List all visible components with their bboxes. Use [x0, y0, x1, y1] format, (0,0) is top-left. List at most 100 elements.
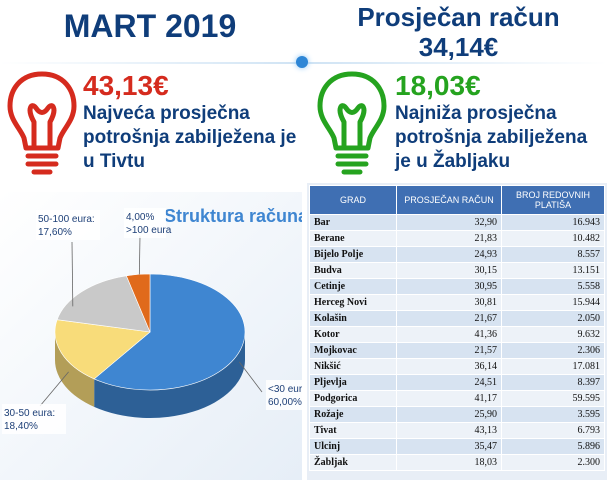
table-row: Mojkovac 21,57 2.306: [309, 342, 605, 359]
average-bill-cell: 21,57: [396, 342, 502, 359]
city-table: GRAD PROSJEČAN RAČUN BROJ REDOVNIH PLATI…: [309, 185, 605, 471]
table-row: Herceg Novi 30,81 15.944: [309, 294, 605, 311]
slice-label: 4,00%: [126, 212, 154, 223]
highest-description: Najveća prosječna potrošnja zabilježena …: [83, 103, 297, 172]
average-bill-cell: 35,47: [396, 438, 502, 455]
table-row: Podgorica 41,17 59.595: [309, 390, 605, 407]
average-bill-cell: 24,51: [396, 374, 502, 391]
regular-payers-cell: 59.595: [501, 390, 605, 407]
average-bill-cell: 30,15: [396, 262, 502, 279]
average-bill-cell: 25,90: [396, 406, 502, 423]
average-bill-cell: 18,03: [396, 454, 502, 471]
lowest-amount: 18,03€: [395, 70, 481, 101]
pie-slice: [125, 273, 151, 333]
table-row: Bar 32,90 16.943: [309, 214, 605, 231]
regular-payers-cell: 2.300: [501, 454, 605, 471]
regular-payers-cell: 9.632: [501, 326, 605, 343]
pie-slice: [54, 319, 151, 380]
regular-payers-cell: 13.151: [501, 262, 605, 279]
city-cell: Rožaje: [309, 406, 397, 423]
table-row: Cetinje 30,95 5.558: [309, 278, 605, 295]
slice-value-label: 17,60%: [38, 227, 72, 238]
city-cell: Ulcinj: [309, 438, 397, 455]
highest-amount: 43,13€: [83, 70, 169, 101]
average-bill-cell: 30,81: [396, 294, 502, 311]
average-bill-cell: 41,36: [396, 326, 502, 343]
average-bill-heading: Prosječan račun 34,14€: [310, 2, 607, 62]
regular-payers-cell: 10.482: [501, 230, 605, 247]
table-row: Žabljak 18,03 2.300: [309, 454, 605, 471]
pie-slice: [93, 273, 246, 391]
average-bill-cell: 32,90: [396, 214, 502, 231]
city-cell: Nikšić: [309, 358, 397, 375]
average-bill-cell: 36,14: [396, 358, 502, 375]
table-row: Kolašin 21,67 2.050: [309, 310, 605, 327]
divider-dot-icon: [296, 56, 308, 68]
table-row: Bijelo Polje 24,93 8.557: [309, 246, 605, 263]
month-title: MART 2019: [63, 8, 237, 44]
table-row: Kotor 41,36 9.632: [309, 326, 605, 343]
average-bill-cell: 24,93: [396, 246, 502, 263]
label-box: [124, 208, 166, 238]
slice-label: <30 eura:: [268, 384, 302, 395]
pie-slice-side: [55, 332, 95, 407]
average-bill-value: 34,14€: [418, 32, 499, 62]
city-cell: Berane: [309, 230, 397, 247]
table-row: Nikšić 36,14 17.081: [309, 358, 605, 375]
col-header-average-bill: PROSJEČAN RAČUN: [396, 185, 502, 215]
lowest-description: Najniža prosječna potrošnja zabilježena …: [395, 103, 588, 172]
regular-payers-cell: 2.306: [501, 342, 605, 359]
slice-label: 50-100 eura:: [38, 214, 95, 225]
regular-payers-cell: 17.081: [501, 358, 605, 375]
regular-payers-cell: 16.943: [501, 214, 605, 231]
city-cell: Tivat: [309, 422, 397, 439]
chart-title: Struktura računa: [164, 206, 302, 226]
city-cell: Cetinje: [309, 278, 397, 295]
city-cell: Mojkovac: [309, 342, 397, 359]
city-cell: Herceg Novi: [309, 294, 397, 311]
regular-payers-cell: 3.595: [501, 406, 605, 423]
regular-payers-cell: 2.050: [501, 310, 605, 327]
average-bill-cell: 43,13: [396, 422, 502, 439]
regular-payers-cell: 8.397: [501, 374, 605, 391]
regular-payers-cell: 5.896: [501, 438, 605, 455]
city-cell: Podgorica: [309, 390, 397, 407]
regular-payers-cell: 8.557: [501, 246, 605, 263]
regular-payers-cell: 15.944: [501, 294, 605, 311]
regular-payers-cell: 5.558: [501, 278, 605, 295]
slice-label: 30-50 eura:: [4, 408, 55, 419]
city-cell: Kotor: [309, 326, 397, 343]
leader-line: [39, 371, 69, 407]
pie-chart-panel: Struktura računa <30 eura: 60,00% 30-50 eu…: [0, 192, 330, 480]
table-row: Budva 30,15 13.151: [309, 262, 605, 279]
pie-slice: [56, 275, 151, 333]
leader-line: [71, 241, 74, 307]
average-bill-cell: 41,17: [396, 390, 502, 407]
table-row: Ulcinj 35,47 5.896: [309, 438, 605, 455]
average-bill-cell: 21,83: [396, 230, 502, 247]
table-row: Rožaje 25,90 3.595: [309, 406, 605, 423]
green-lightbulb-icon: [316, 68, 388, 180]
city-table-panel: GRAD PROSJEČAN RAČUN BROJ REDOVNIH PLATI…: [307, 183, 607, 480]
slice-value-label: 60,00%: [268, 397, 302, 408]
city-cell: Bijelo Polje: [309, 246, 397, 263]
col-header-city: GRAD: [309, 185, 397, 215]
regular-payers-cell: 6.793: [501, 422, 605, 439]
leader-line: [238, 361, 263, 393]
table-row: Tivat 43,13 6.793: [309, 422, 605, 439]
city-cell: Bar: [309, 214, 397, 231]
label-box: [2, 404, 66, 434]
city-cell: Kolašin: [309, 310, 397, 327]
average-bill-cell: 30,95: [396, 278, 502, 295]
slice-value-label: >100 eura: [126, 225, 172, 236]
pie-chart: Struktura računa <30 eura: 60,00% 30-50 eu…: [0, 192, 330, 480]
slice-value-label: 18,40%: [4, 421, 38, 432]
col-header-regular-payers: BROJ REDOVNIH PLATIŠA: [501, 185, 605, 215]
red-lightbulb-icon: [6, 68, 78, 180]
city-cell: Pljevlja: [309, 374, 397, 391]
pie-slice-side: [94, 332, 245, 418]
table-row: Pljevlja 24,51 8.397: [309, 374, 605, 391]
city-cell: Budva: [309, 262, 397, 279]
leader-line: [138, 235, 141, 275]
table-row: Berane 21,83 10.482: [309, 230, 605, 247]
